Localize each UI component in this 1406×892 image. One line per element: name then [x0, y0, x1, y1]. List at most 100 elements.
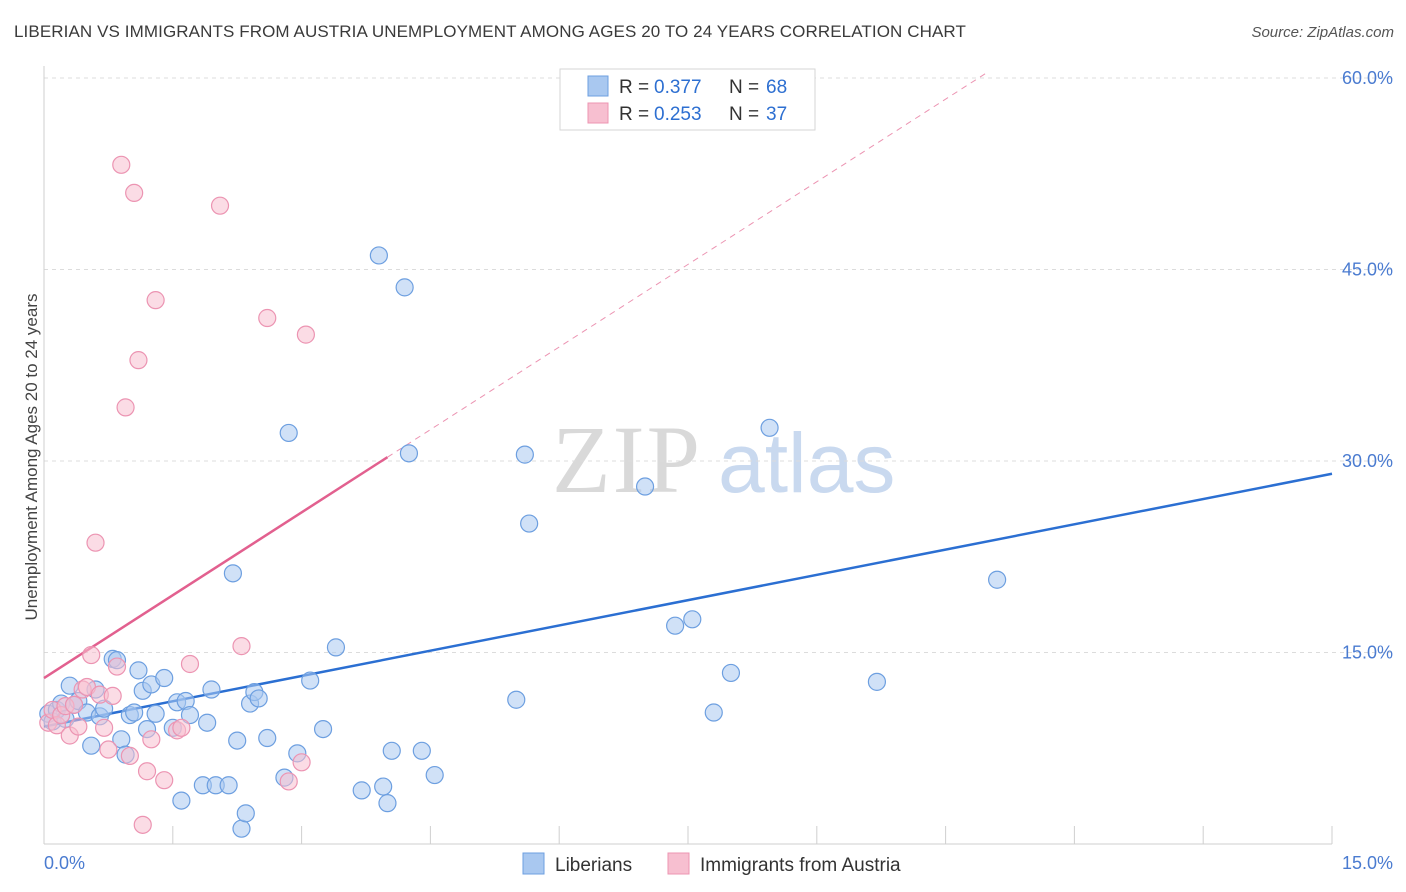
austria-point-15 [103, 686, 122, 706]
liberians-point-47 [313, 719, 333, 739]
liberians-point-63 [683, 610, 702, 629]
trend-lines [43, 71, 1333, 728]
austria-point-29 [180, 654, 200, 674]
austria-point-24 [142, 730, 161, 749]
liberians-point-66 [760, 418, 779, 437]
austria-point-22 [133, 815, 152, 834]
chart-title: LIBERIAN VS IMMIGRANTS FROM AUSTRIA UNEM… [14, 22, 966, 41]
liberians-point-53 [382, 741, 401, 760]
liberians-point-56 [412, 741, 431, 760]
bottom-legend-swatch-austria [667, 852, 690, 875]
x-tick-label-1: 15.0% [1342, 853, 1393, 873]
liberians-point-49 [352, 781, 371, 800]
y-axis-label: Unemployment Among Ages 20 to 24 years [22, 294, 41, 621]
bottom-legend-liberians: Liberians [555, 855, 632, 876]
liberians-point-35 [223, 564, 243, 583]
austria-trend-line [43, 456, 389, 680]
liberians-point-67 [867, 672, 887, 691]
source-label: Source: ZipAtlas.com [1251, 24, 1394, 41]
legend-r-label-2: R = [619, 104, 649, 125]
liberians-point-52 [378, 794, 397, 813]
liberians-point-62 [666, 616, 685, 635]
austria-point-32 [258, 308, 277, 328]
austria-trend-extension [387, 71, 989, 458]
liberians-point-27 [172, 791, 191, 810]
legend-r-value-2: 0.253 [654, 104, 702, 125]
liberians-point-32 [202, 680, 221, 699]
liberians-point-24 [155, 668, 174, 688]
austria-point-28 [172, 718, 191, 737]
liberians-point-68 [988, 570, 1007, 589]
austria-point-17 [112, 155, 131, 174]
watermark-atlas: atlas [718, 416, 895, 510]
austria-point-11 [86, 533, 105, 552]
liberians-point-38 [236, 804, 255, 823]
austria-point-20 [125, 183, 144, 202]
liberians-point-54 [395, 278, 414, 297]
watermark-zip: ZIP [552, 406, 702, 513]
liberians-point-19 [129, 661, 148, 680]
liberians-point-9 [82, 736, 101, 755]
legend-n-label-1: N = [729, 77, 759, 98]
grid-lines [44, 77, 1392, 653]
tick-labels: 15.0% 30.0% 45.0% 60.0% 0.0% 15.0% [44, 68, 1393, 873]
austria-point-16 [107, 657, 127, 676]
austria-point-6 [64, 695, 84, 714]
austria-point-19 [120, 746, 139, 766]
y-tick-label-3: 60.0% [1342, 68, 1393, 88]
legend-n-value-2: 37 [766, 104, 787, 125]
x-tick-label-0: 0.0% [44, 853, 85, 873]
austria-point-33 [279, 772, 298, 791]
austria-point-21 [129, 351, 148, 370]
austria-point-23 [137, 762, 157, 781]
austria-point-7 [69, 717, 88, 736]
austria-point-18 [116, 398, 135, 417]
series-austria [39, 155, 315, 834]
austria-point-30 [210, 196, 230, 215]
legend-swatch-austria [587, 102, 609, 124]
liberians-point-42 [258, 728, 277, 748]
liberians-point-44 [279, 423, 298, 443]
austria-point-34 [292, 753, 311, 772]
y-tick-label-0: 15.0% [1342, 643, 1393, 663]
liberians-point-36 [228, 731, 247, 750]
austria-point-14 [99, 740, 118, 759]
data-points [39, 155, 1007, 838]
liberians-point-59 [515, 445, 534, 464]
y-tick-label-2: 45.0% [1342, 260, 1393, 280]
series-liberians [39, 246, 1007, 838]
liberians-point-41 [249, 689, 268, 708]
bottom-legend-austria: Immigrants from Austria [700, 855, 901, 876]
liberians-point-51 [374, 777, 393, 796]
austria-point-31 [232, 637, 251, 656]
legend-r-value-1: 0.377 [654, 77, 702, 98]
austria-point-26 [155, 771, 174, 790]
series-legend: Liberians Immigrants from Austria [522, 852, 901, 876]
austria-point-13 [95, 718, 114, 737]
austria-point-25 [146, 291, 165, 310]
liberians-point-31 [198, 713, 217, 732]
liberians-point-23 [146, 704, 165, 723]
legend-n-value-1: 68 [766, 77, 787, 98]
liberians-point-57 [425, 765, 444, 785]
liberians-point-37 [232, 819, 251, 838]
liberians-point-65 [721, 663, 741, 683]
stats-legend: R = 0.377 N = 68 R = 0.253 N = 37 [559, 68, 816, 131]
liberians-point-58 [507, 690, 526, 709]
austria-point-35 [296, 325, 315, 344]
liberians-point-64 [704, 703, 723, 722]
liberians-point-29 [180, 705, 200, 725]
legend-swatch-liberians [587, 75, 609, 97]
austria-point-10 [82, 645, 101, 665]
bottom-legend-swatch-liberians [522, 852, 545, 875]
liberians-point-34 [219, 776, 238, 795]
legend-r-label-1: R = [619, 77, 649, 98]
legend-n-label-2: N = [729, 104, 759, 125]
liberians-point-46 [301, 671, 320, 690]
liberians-point-48 [326, 638, 346, 657]
liberians-point-18 [125, 703, 144, 722]
liberians-point-50 [369, 246, 388, 265]
y-tick-label-1: 30.0% [1342, 451, 1393, 471]
liberians-point-60 [520, 514, 539, 533]
